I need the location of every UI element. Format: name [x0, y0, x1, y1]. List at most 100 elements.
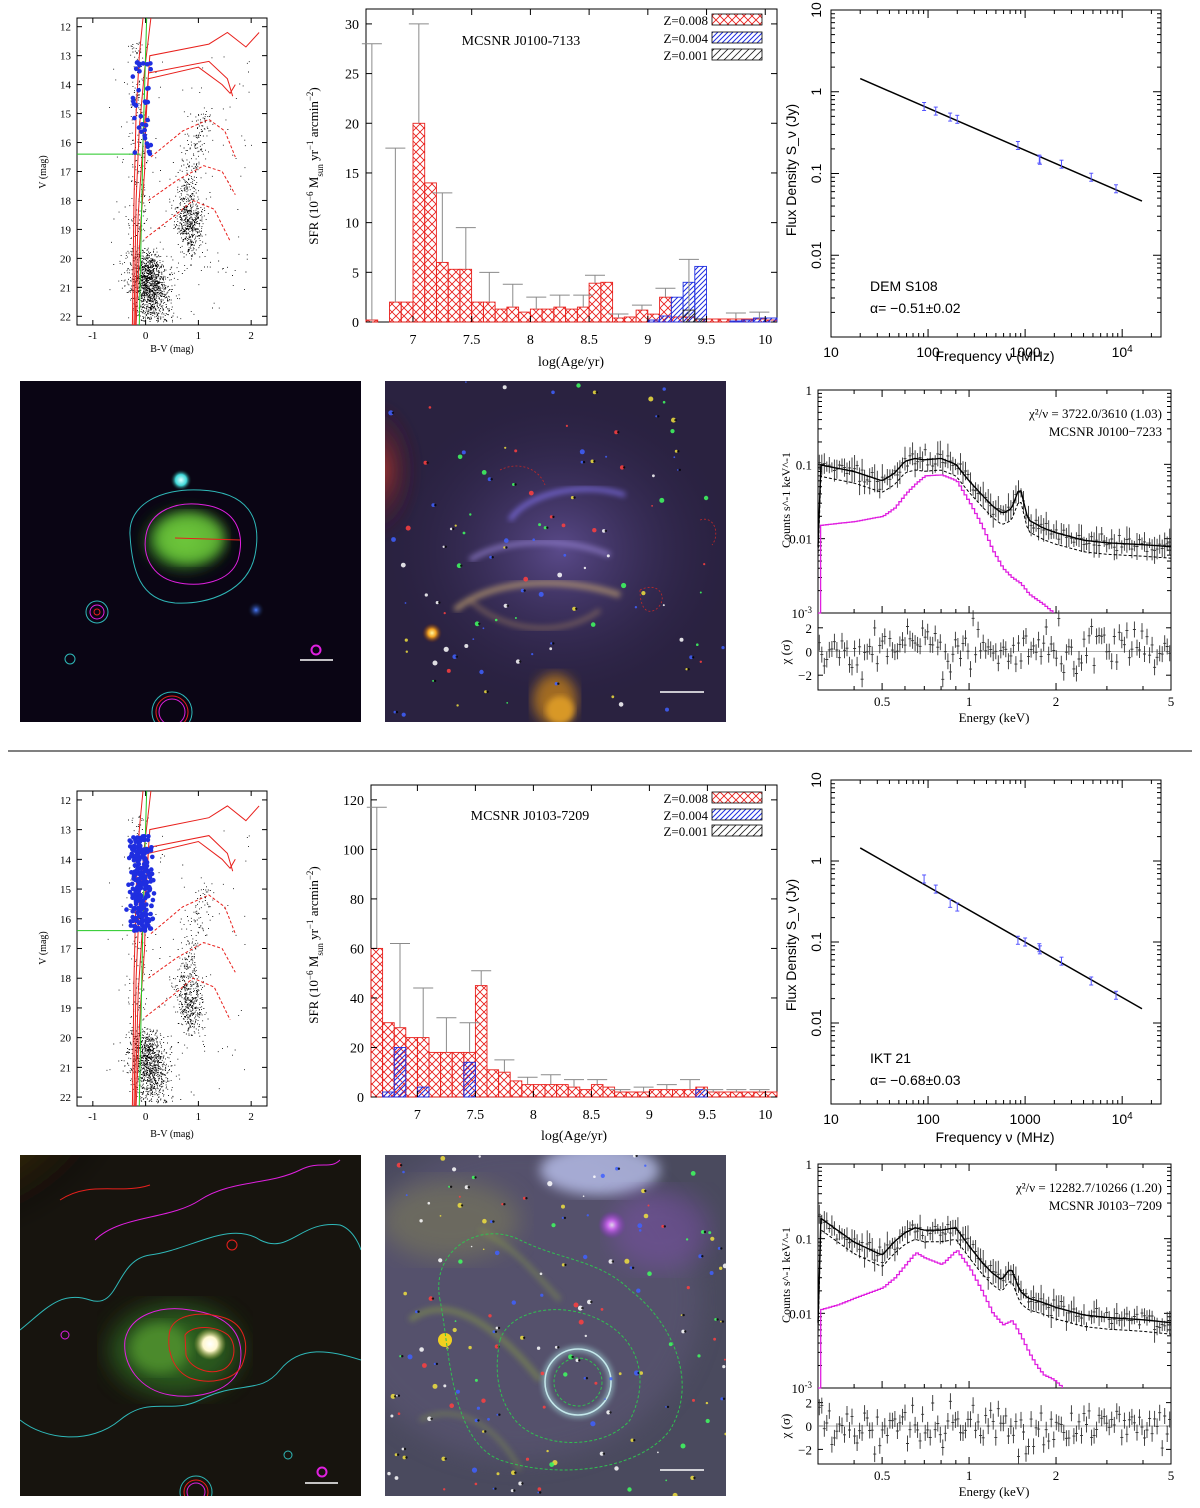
massive-star: [138, 907, 144, 912]
exponent: -3: [805, 1380, 813, 1390]
field-star: [615, 1166, 619, 1171]
y-tick-label: 20: [60, 253, 72, 265]
field-star: [580, 460, 584, 464]
sfr-bar-0008: [498, 1071, 511, 1098]
x-tick-label: 7: [409, 333, 416, 348]
massive-star: [137, 839, 143, 844]
massive-star: [143, 924, 148, 929]
x-tick-label: 7.5: [467, 1108, 485, 1123]
field-star: [713, 1337, 716, 1341]
sfr-bar-0008: [541, 308, 555, 323]
massive-star: [131, 876, 136, 881]
field-star: [681, 1329, 686, 1334]
ylabel-part: M: [306, 955, 321, 970]
sfr-bar-0008: [436, 261, 449, 323]
field-star: [600, 1173, 605, 1178]
field-star: [655, 415, 658, 418]
field-star: [680, 1443, 686, 1449]
sfr-bar-0008: [529, 308, 543, 323]
field-star: [641, 1188, 646, 1194]
sfr-bar-0008: [706, 1091, 720, 1098]
x-tick-label: 9: [646, 1108, 653, 1123]
field-star: [629, 1266, 633, 1270]
massive-star: [132, 150, 138, 155]
field-star: [494, 1344, 499, 1349]
radio-bottom-ylabel: Flux Density S_ν (Jy): [783, 879, 799, 1011]
field-star: [630, 1438, 634, 1442]
field-star: [679, 637, 684, 642]
field-star: [405, 525, 411, 531]
field-star: [452, 1167, 457, 1172]
field-star: [537, 1487, 542, 1491]
sfr-bar-0004: [393, 1047, 407, 1098]
radio-top-xlabel: Frequency ν (MHz): [935, 348, 1054, 364]
massive-star: [140, 834, 146, 839]
field-star-shadow: [585, 1377, 589, 1380]
massive-star: [130, 914, 135, 920]
y-tick-label: 1: [806, 1157, 813, 1172]
field-star-shadow: [438, 601, 441, 604]
field-star-shadow: [578, 1359, 581, 1362]
field-star-shadow: [460, 564, 463, 567]
field-star: [686, 1286, 690, 1290]
sfr-bar-0008: [451, 1051, 465, 1098]
massive-star: [128, 923, 134, 928]
field-star-shadow: [449, 1185, 453, 1189]
massive-star: [141, 848, 146, 854]
field-star: [474, 1482, 478, 1486]
field-star: [440, 1156, 446, 1161]
x-tick-label: 0.5: [874, 694, 890, 709]
field-star: [551, 390, 555, 395]
field-star: [394, 1476, 399, 1480]
field-star: [674, 449, 678, 453]
sfr-bar-0008: [718, 1091, 732, 1098]
field-star-shadow: [494, 1330, 498, 1334]
xray-bottom-resid-label: χ (σ): [778, 1414, 793, 1440]
x-tick-label: 7.5: [463, 333, 481, 348]
snr-filament: [453, 580, 621, 613]
field-star: [487, 477, 492, 482]
field-star: [438, 1258, 443, 1263]
sfr-bar-0004: [416, 1086, 430, 1098]
cmd-top-ylabel: V (mag): [38, 155, 49, 188]
field-star-shadow: [431, 1297, 435, 1300]
massive-star: [147, 887, 152, 893]
field-star: [435, 601, 439, 605]
sfr-bar-0008: [648, 1089, 662, 1098]
field-star-shadow: [622, 466, 626, 469]
sfr-bar-0008: [412, 122, 426, 323]
massive-star: [150, 897, 156, 903]
field-star: [390, 1393, 396, 1399]
green-contour: [438, 1233, 683, 1471]
y-tick-label: 10-3: [792, 605, 813, 621]
massive-star: [137, 69, 142, 74]
field-star: [590, 459, 595, 464]
radio-top-axes: 10 100 1000 104 10 1 0.1 0.01: [808, 2, 1161, 360]
nei-component: [818, 474, 1054, 614]
sfr-bar-0008: [400, 301, 414, 323]
massive-star: [130, 74, 136, 79]
field-star: [583, 566, 587, 570]
massive-star: [144, 911, 149, 917]
x-tick-label: 100: [916, 344, 940, 360]
massive-star: [144, 62, 150, 67]
massive-star: [145, 86, 150, 91]
field-star: [611, 695, 615, 699]
sfr-bar-0008: [424, 182, 437, 323]
field-star: [510, 1489, 514, 1493]
y-tick-label: 19: [60, 224, 72, 236]
field-star: [506, 702, 509, 704]
field-star: [638, 1229, 642, 1232]
field-star: [586, 1214, 589, 1217]
isochrone-dashed: [145, 977, 231, 1021]
x-tick-label: 104: [1112, 344, 1134, 361]
radio-bottom-source: IKT 21: [870, 1050, 911, 1066]
sfr-bar-0004: [382, 1091, 395, 1098]
radio-bottom-axes: 10 100 1000 104 10 1 0.1 0.01: [808, 772, 1161, 1127]
field-star-shadow: [433, 679, 437, 683]
field-star: [592, 528, 597, 533]
field-star: [492, 1330, 496, 1334]
field-star-shadow: [434, 503, 437, 507]
field-star: [454, 1320, 457, 1322]
